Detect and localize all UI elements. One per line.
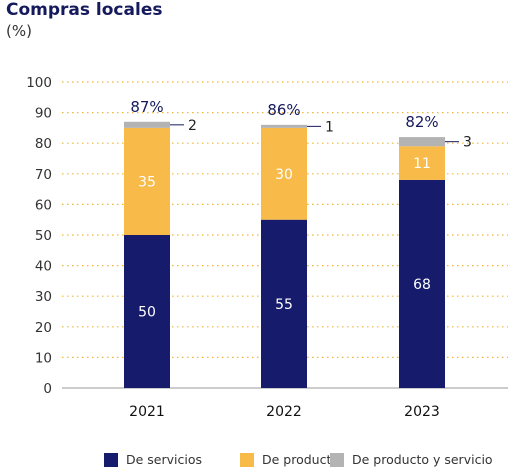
y-tick-label: 50 [35,228,52,244]
y-tick-label: 10 [35,350,52,366]
data-label: 2 [188,118,197,134]
legend-label: De servicios [126,452,203,467]
data-label: 30 [275,167,293,183]
total-label: 87% [130,98,163,116]
legend-swatch [240,452,254,467]
y-tick-label: 80 [35,136,52,152]
y-tick-label: 0 [43,381,52,397]
legend-item: De producto [240,452,339,467]
stacked-bar-chart: 0 10 20 30 40 50 60 70 80 90 100 50 35 2 87% 2021 55 30 1 8… [26,75,508,420]
data-label: 68 [413,277,431,293]
legend-swatch [330,452,344,467]
legend-item: De producto y servicio [330,452,493,467]
data-label: 3 [463,135,472,151]
legend-item: De servicios [104,452,202,467]
bar-segment [399,137,445,147]
total-label: 86% [267,101,300,119]
bar-segment [124,127,170,235]
x-tick-label: 2023 [404,404,440,420]
y-tick-label: 60 [35,197,52,213]
y-tick-label: 70 [35,167,52,183]
bar-segment [399,146,445,180]
y-tick-label: 40 [35,259,52,275]
y-tick-label: 100 [26,75,52,91]
chart-subtitle: (%) [6,22,32,40]
data-label: 1 [325,119,334,135]
legend-label: De producto [262,452,340,467]
chart-legend: De servicios De producto De producto y ser… [0,452,526,470]
bar-segment [124,235,170,388]
y-tick-label: 30 [35,289,52,305]
legend-label: De producto y servicio [352,452,493,467]
bar-segment [261,124,307,128]
total-label: 82% [405,113,438,131]
data-label: 11 [413,156,431,172]
y-tick-label: 90 [35,106,52,122]
legend-swatch [104,452,118,467]
data-label: 50 [138,305,156,321]
x-tick-label: 2021 [129,404,165,420]
bar-segment [261,127,307,220]
data-label: 35 [138,174,156,190]
bar-segment [261,219,307,388]
bar-segment [124,121,170,128]
chart-title: Compras locales [6,0,163,20]
x-tick-label: 2022 [266,404,302,420]
data-label: 55 [275,297,293,313]
y-tick-label: 20 [35,320,52,336]
bar-segment [399,179,445,388]
